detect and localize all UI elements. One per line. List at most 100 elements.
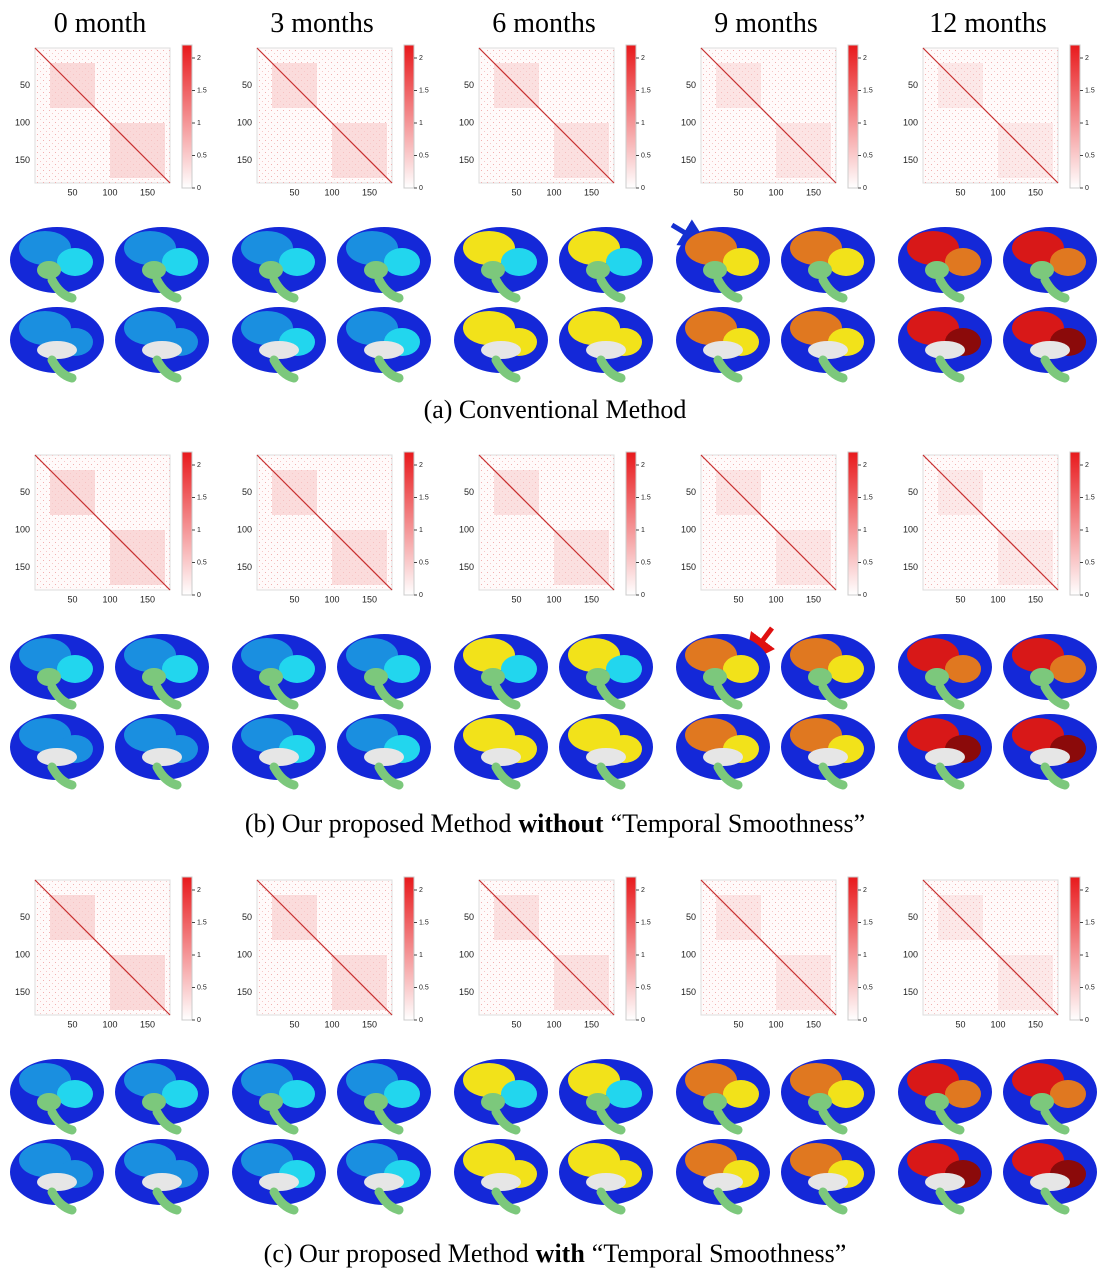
brain-region bbox=[790, 231, 842, 265]
y-tick-label: 50 bbox=[908, 487, 918, 497]
brain-region bbox=[57, 1080, 93, 1108]
colorbar bbox=[847, 44, 859, 189]
x-tick-label: 50 bbox=[289, 1019, 299, 1029]
matrix-diagonal bbox=[700, 454, 837, 591]
brain-region bbox=[463, 1143, 515, 1177]
brain-region bbox=[586, 748, 626, 766]
brain-region bbox=[568, 1063, 620, 1097]
brain-region bbox=[723, 248, 759, 276]
brain-region bbox=[124, 1143, 176, 1177]
colorbar-tick-label: 0 bbox=[419, 592, 423, 599]
brain-region bbox=[463, 718, 515, 752]
colorbar-tick-label: 0.5 bbox=[197, 559, 207, 566]
x-tick-label: 150 bbox=[140, 594, 155, 604]
colorbar-tick-label: 1 bbox=[197, 120, 201, 127]
matrix-diagonal bbox=[478, 454, 615, 591]
colorbar bbox=[403, 451, 415, 596]
brain-region bbox=[568, 718, 620, 752]
brain-region bbox=[279, 248, 315, 276]
matrix-diagonal bbox=[34, 879, 171, 1016]
brain-region bbox=[364, 748, 404, 766]
colorbar-tick-label: 2 bbox=[1085, 462, 1089, 469]
brain-region bbox=[241, 1063, 293, 1097]
x-tick-label: 50 bbox=[289, 594, 299, 604]
brain bbox=[781, 307, 875, 383]
colorbar-tick-label: 1.5 bbox=[863, 494, 873, 501]
brain bbox=[1003, 634, 1097, 710]
y-tick-label: 100 bbox=[237, 524, 252, 534]
y-tick-label: 100 bbox=[237, 117, 252, 127]
brain-stem bbox=[935, 1107, 965, 1135]
colorbar-tick-label: 1.5 bbox=[419, 494, 429, 501]
y-tick-label: 100 bbox=[237, 949, 252, 959]
brain-region bbox=[481, 261, 505, 279]
brain-region bbox=[925, 1173, 965, 1191]
brain-region bbox=[685, 311, 737, 345]
brain-region bbox=[463, 638, 515, 672]
y-tick-label: 150 bbox=[459, 155, 474, 165]
colorbar-tick-label: 2 bbox=[197, 887, 201, 894]
brain-region bbox=[945, 1080, 981, 1108]
brain-region bbox=[142, 1093, 166, 1111]
colorbar-tick-label: 0.5 bbox=[641, 152, 651, 159]
caption-text: “Temporal Smoothness” bbox=[611, 809, 866, 838]
brain-region bbox=[703, 748, 743, 766]
x-tick-label: 150 bbox=[140, 1019, 155, 1029]
brain bbox=[232, 307, 326, 383]
colorbar-tick-label: 1.5 bbox=[641, 87, 651, 94]
brain bbox=[454, 1059, 548, 1135]
brain-stem bbox=[713, 355, 743, 383]
brain-stem bbox=[818, 275, 848, 303]
brain-stem bbox=[1040, 1107, 1070, 1135]
y-tick-label: 150 bbox=[15, 987, 30, 997]
brain-region bbox=[703, 341, 743, 359]
matrix-diagonal bbox=[256, 47, 393, 184]
colorbar bbox=[847, 876, 859, 1021]
x-tick-label: 50 bbox=[511, 1019, 521, 1029]
colorbar-tick-label: 2 bbox=[1085, 55, 1089, 62]
colorbar-tick-label: 2 bbox=[863, 55, 867, 62]
brain-region bbox=[790, 1143, 842, 1177]
brain-stem bbox=[269, 1187, 299, 1215]
brain bbox=[559, 227, 653, 303]
brain-region bbox=[142, 748, 182, 766]
colorbar-tick-label: 0 bbox=[1085, 592, 1089, 599]
x-tick-label: 100 bbox=[768, 187, 783, 197]
y-tick-label: 150 bbox=[681, 155, 696, 165]
brain-stem bbox=[818, 1107, 848, 1135]
brain-region bbox=[586, 1093, 610, 1111]
matrix-diagonal bbox=[700, 879, 837, 1016]
brain bbox=[454, 227, 548, 303]
colorbar-tick-label: 1 bbox=[1085, 527, 1089, 534]
brain-region bbox=[828, 248, 864, 276]
brain bbox=[676, 714, 770, 790]
brain-region bbox=[124, 1063, 176, 1097]
brain-stem bbox=[269, 275, 299, 303]
matrix: 50 50 100 100 150 150 0 0.5 1 1.5 2 bbox=[459, 876, 651, 1029]
brain-region bbox=[346, 231, 398, 265]
colorbar bbox=[625, 451, 637, 596]
brain bbox=[559, 714, 653, 790]
colorbar bbox=[181, 451, 193, 596]
x-tick-label: 150 bbox=[806, 594, 821, 604]
brain-region bbox=[790, 638, 842, 672]
colorbar-tick-label: 0.5 bbox=[419, 984, 429, 991]
colorbar bbox=[181, 876, 193, 1021]
brain-region bbox=[907, 638, 959, 672]
panel-caption: (b) Our proposed Method without “Temporal … bbox=[245, 809, 865, 838]
brain-region bbox=[279, 655, 315, 683]
brain-region bbox=[1030, 1173, 1070, 1191]
colorbar-tick-label: 1 bbox=[419, 527, 423, 534]
brain bbox=[1003, 227, 1097, 303]
brain-stem bbox=[596, 762, 626, 790]
brain-region bbox=[501, 248, 537, 276]
brain-region bbox=[808, 341, 848, 359]
brain bbox=[115, 307, 209, 383]
brain bbox=[559, 1059, 653, 1135]
brain-region bbox=[162, 655, 198, 683]
brain-stem bbox=[152, 762, 182, 790]
y-tick-label: 50 bbox=[20, 487, 30, 497]
brain-stem bbox=[269, 355, 299, 383]
colorbar bbox=[1069, 44, 1081, 189]
x-tick-label: 50 bbox=[733, 1019, 743, 1029]
